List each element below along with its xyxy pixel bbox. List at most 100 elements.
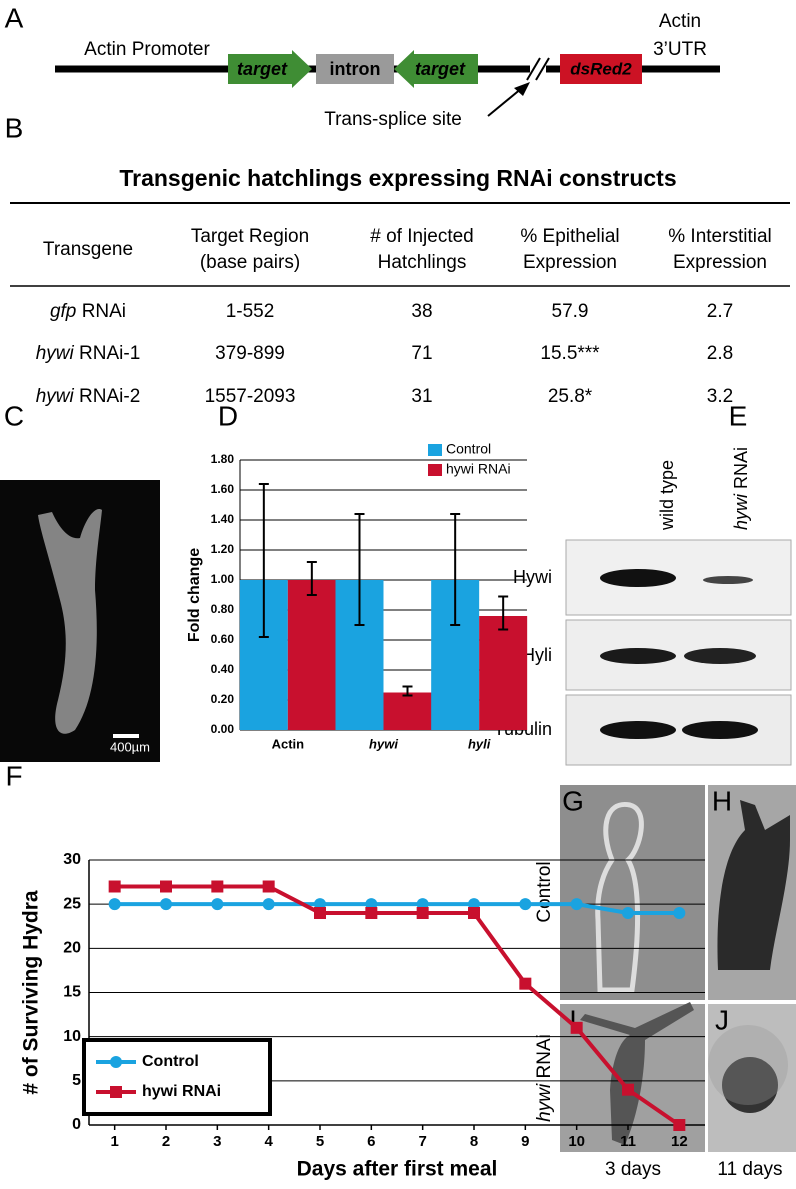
table-header: Hatchlings (378, 252, 467, 273)
target-label: target (237, 59, 288, 79)
y-tick-label: 1.80 (211, 452, 235, 466)
intron-label: intron (330, 59, 381, 79)
marker (160, 898, 172, 911)
series-line (114, 884, 681, 1127)
splice-site-label: Trans-splice site (324, 109, 462, 130)
y-tick-label: 0.00 (211, 722, 235, 736)
marker (160, 880, 172, 893)
x-tick-label: 1 (110, 1133, 118, 1150)
marker (519, 977, 532, 990)
table-cell: 25.8* (548, 386, 593, 407)
y-tick-label: 1.60 (211, 482, 235, 496)
legend-label: Control (142, 1053, 199, 1070)
marker (365, 907, 378, 919)
bar (479, 616, 528, 730)
marker (314, 907, 326, 919)
y-tick-label: 0.20 (211, 692, 235, 706)
table-cell: 71 (411, 343, 432, 364)
table-cell: hywi RNAi-2 (36, 386, 141, 407)
target-arrow (228, 50, 312, 88)
table-header: Expression (673, 252, 767, 273)
x-tick-label: 3 (213, 1133, 221, 1150)
intron-box (316, 54, 394, 84)
hydra-halo (708, 1025, 788, 1105)
marker (262, 898, 275, 911)
blot-band (600, 721, 676, 739)
panel-label: F (5, 760, 22, 791)
x-tick-label: hywi (369, 736, 398, 751)
marker (108, 898, 121, 911)
y-tick-label: 25 (63, 895, 81, 912)
table-header: Transgene (43, 239, 133, 260)
pointer-arrow (487, 87, 523, 117)
table-cell: 2.8 (707, 343, 733, 364)
hydra-shape (580, 1002, 694, 1145)
table-cell: 57.9 (552, 301, 589, 322)
y-tick-label: 0.60 (211, 632, 235, 646)
legend-label: hywi RNAi (142, 1083, 221, 1100)
table-header: (base pairs) (200, 252, 300, 273)
x-tick-label: 8 (470, 1133, 478, 1150)
table-cell: hywi RNAi-1 (36, 343, 141, 364)
protein-label: Hyli (522, 645, 552, 665)
panel-label: J (715, 1004, 729, 1035)
marker (211, 880, 224, 893)
protein-label: Hywi (513, 567, 552, 587)
panel-label: D (218, 400, 238, 431)
hydra-shape (722, 1057, 778, 1113)
table-header: # of Injected (370, 226, 474, 247)
blot-band (600, 648, 676, 664)
y-axis-label: # of Surviving Hydra (20, 890, 43, 1095)
legend-label: hywi RNAi (446, 461, 511, 477)
x-tick-label: 9 (521, 1133, 529, 1150)
table-cell: 1557-2093 (205, 386, 296, 407)
x-tick-label: 12 (671, 1133, 688, 1150)
gene-name: hywi (534, 1083, 555, 1122)
text-suffix: RNAi-1 (79, 343, 140, 364)
hydra-shape (595, 802, 644, 993)
lane-label: hywi RNAi (731, 447, 751, 530)
gene-name: hywi (36, 386, 75, 407)
y-tick-label: 15 (63, 984, 81, 1001)
marker (519, 898, 532, 911)
table-cell: 2.7 (707, 301, 733, 322)
legend-swatch (428, 444, 442, 456)
x-tick-label: 7 (418, 1133, 426, 1150)
utr-label: Actin (659, 11, 701, 32)
lane-label: wild type (657, 460, 677, 531)
marker (570, 898, 583, 911)
gene-name: hywi (731, 493, 751, 530)
x-tick-label: Actin (272, 736, 305, 751)
text-suffix: RNAi (534, 1034, 555, 1078)
marker (211, 898, 224, 911)
table-cell: 1-552 (226, 301, 275, 322)
utr-label: 3’UTR (653, 39, 707, 60)
marker (108, 880, 121, 893)
row-label: Control (534, 861, 555, 922)
y-tick-label: 30 (63, 851, 81, 868)
column-label: 11 days (717, 1159, 782, 1180)
legend-label: Control (446, 441, 491, 457)
marker (622, 1083, 634, 1096)
panel-label: E (729, 400, 748, 431)
blot-panel (565, 619, 792, 691)
marker (468, 907, 480, 919)
hydra-shape (717, 800, 790, 970)
table-title: Transgenic hatchlings expressing RNAi co… (119, 165, 676, 191)
table-header: Target Region (191, 226, 309, 247)
legend-marker (110, 1086, 122, 1098)
legend-box (82, 1038, 272, 1116)
y-tick-label: 0 (72, 1116, 81, 1133)
y-tick-label: 0.80 (211, 602, 235, 616)
gene-name: gfp (50, 301, 76, 322)
row-label: hywi RNAi (534, 1034, 555, 1122)
reporter-box (560, 54, 642, 84)
text-suffix: RNAi (731, 447, 751, 489)
x-tick-label: 4 (264, 1133, 273, 1150)
x-axis-label: Days after first meal (297, 1158, 498, 1181)
panel-label: G (562, 785, 584, 816)
x-tick-label: 10 (568, 1133, 585, 1150)
series-line (114, 902, 680, 915)
panel-label: B (5, 112, 24, 143)
